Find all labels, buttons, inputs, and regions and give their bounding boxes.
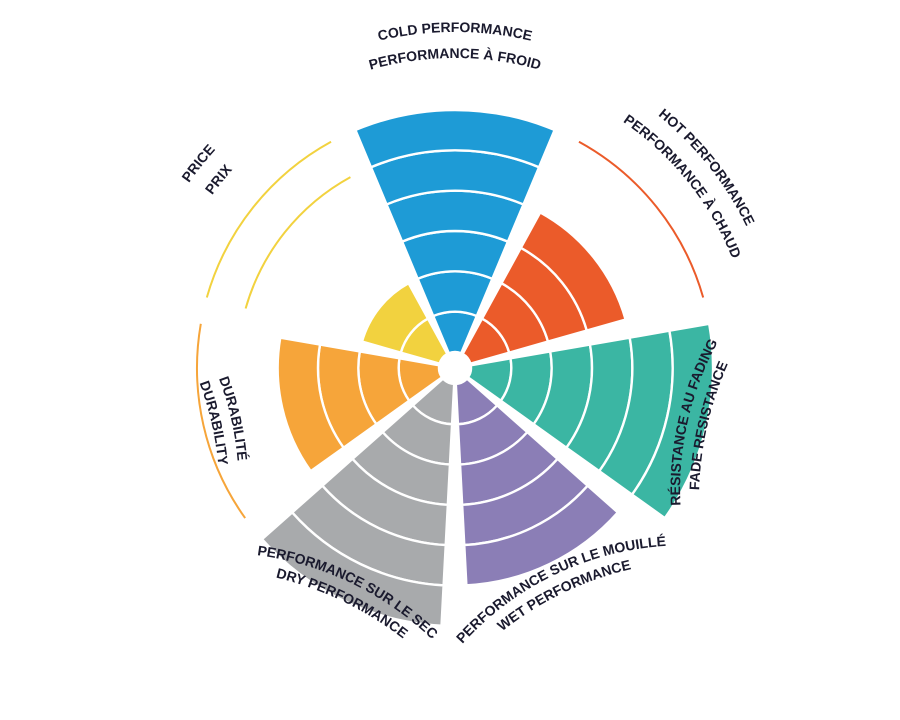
svg-text:PERFORMANCE À FROID: PERFORMANCE À FROID bbox=[367, 45, 543, 73]
svg-text:PRIX: PRIX bbox=[202, 161, 236, 197]
svg-text:COLD PERFORMANCE: COLD PERFORMANCE bbox=[376, 19, 534, 44]
